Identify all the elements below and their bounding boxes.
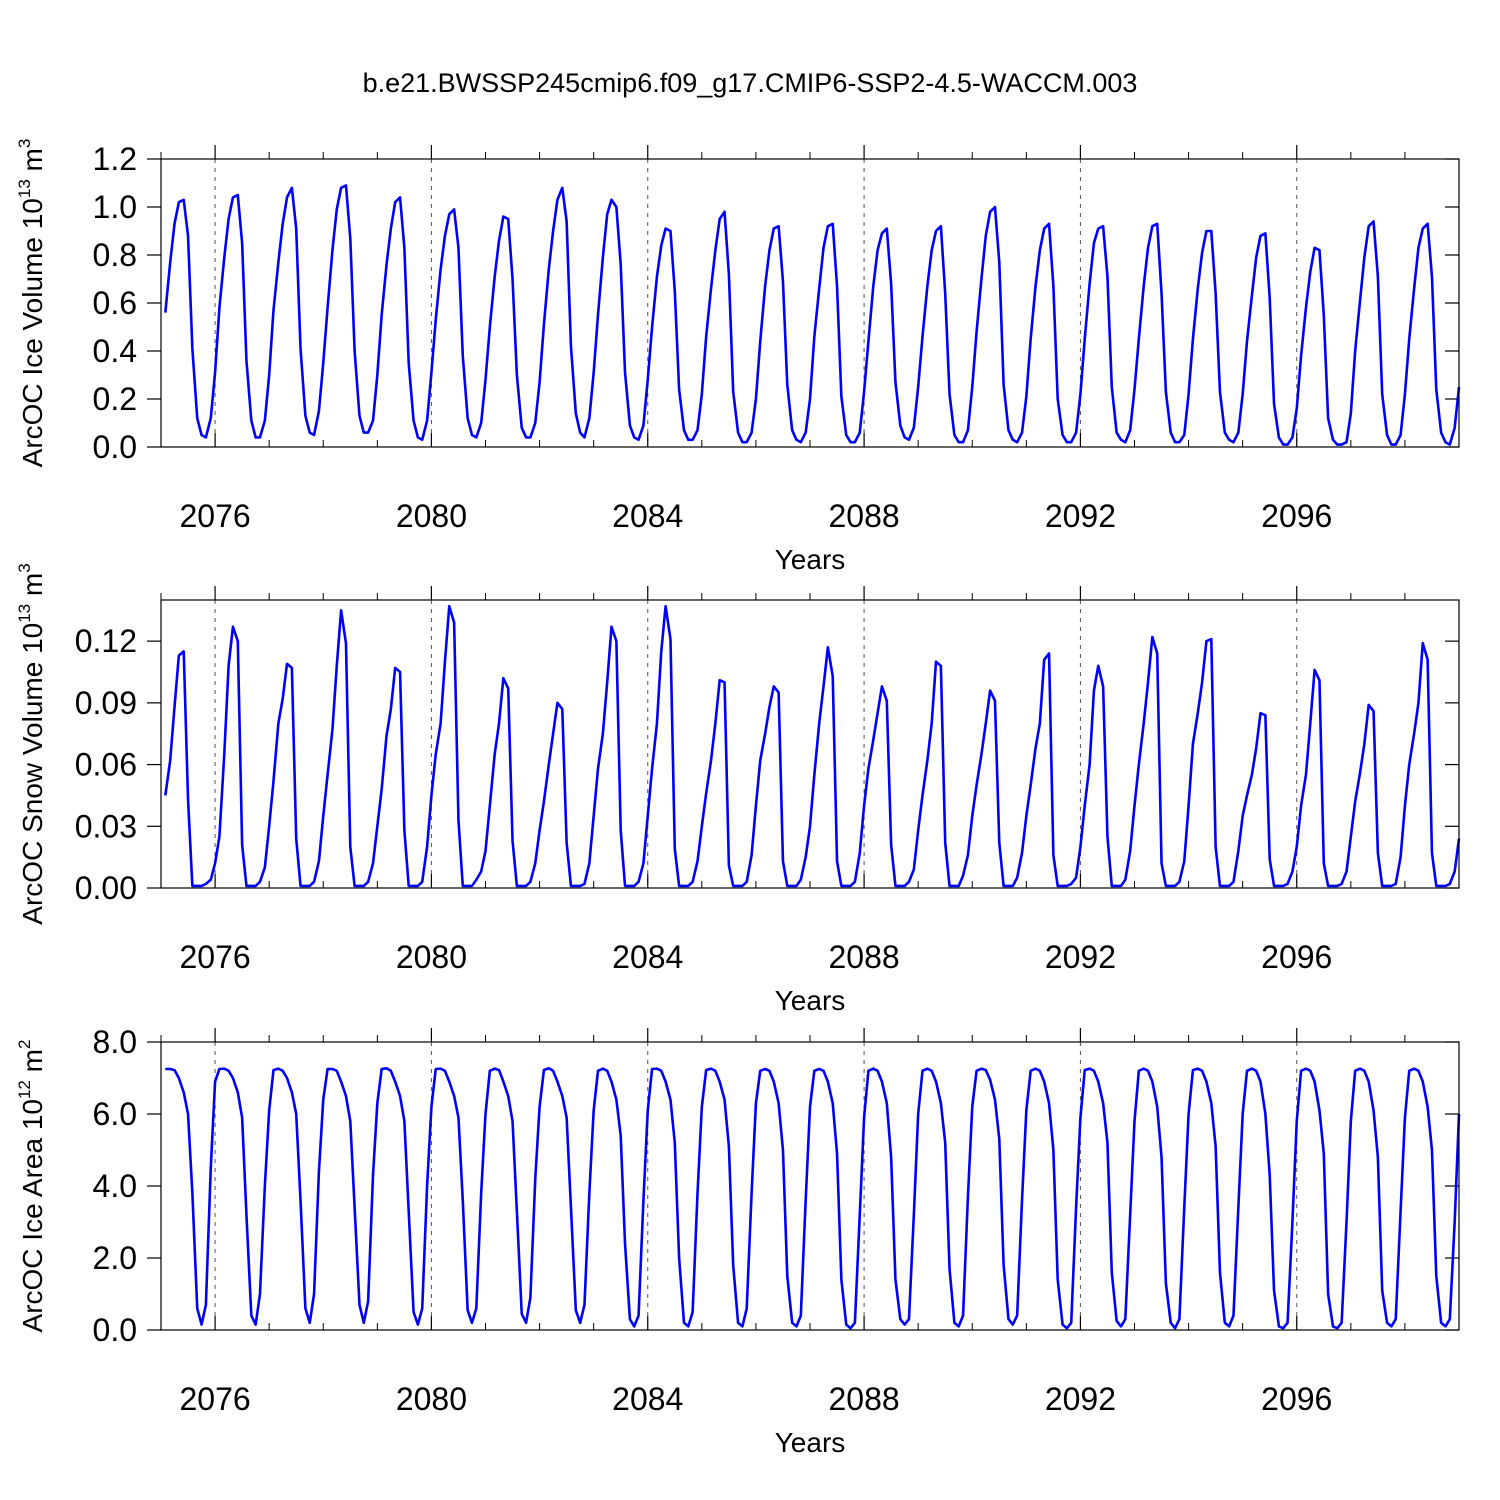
y-axis-label-sup: 12 [15, 1080, 34, 1099]
y-tick-label: 0.03 [75, 808, 137, 844]
y-axis-label-sup: 3 [15, 563, 34, 572]
y-tick-label: 8.0 [93, 1024, 137, 1060]
x-tick-label: 2080 [396, 939, 467, 975]
x-tick-label: 2076 [179, 939, 250, 975]
y-axis-label-sup: 13 [15, 604, 34, 623]
x-tick-label: 2092 [1045, 939, 1116, 975]
y-tick-label: 0.00 [75, 870, 137, 906]
x-tick-label: 2076 [179, 498, 250, 534]
y-tick-label: 1.0 [93, 189, 137, 225]
x-tick-label: 2080 [396, 1381, 467, 1417]
data-line [164, 184, 1461, 446]
x-tick-label: 2084 [612, 498, 683, 534]
x-tick-label: 2088 [828, 498, 899, 534]
y-axis-label-part: m [17, 1049, 48, 1080]
y-axis-label-part: ArcOC Ice Volume 10 [17, 198, 48, 467]
y-tick-label: 2.0 [93, 1240, 137, 1276]
y-axis-label-part: m [17, 573, 48, 604]
y-tick-label: 0.4 [93, 333, 137, 369]
x-tick-label: 2096 [1261, 939, 1332, 975]
x-tick-label: 2092 [1045, 1381, 1116, 1417]
x-tick-label: 2096 [1261, 498, 1332, 534]
x-axis-label: Years [775, 544, 846, 575]
y-axis-label-sup: 3 [15, 139, 34, 148]
x-tick-label: 2076 [179, 1381, 250, 1417]
y-tick-label: 0.09 [75, 685, 137, 721]
x-axis-label: Years [775, 985, 846, 1016]
y-tick-label: 4.0 [93, 1168, 137, 1204]
y-tick-label: 0.2 [93, 381, 137, 417]
y-axis-label-sup: 13 [15, 179, 34, 198]
y-axis-label: ArcOC Ice Area 1012 m2 [15, 1040, 48, 1333]
data-line [165, 1066, 1461, 1330]
y-tick-label: 6.0 [93, 1096, 137, 1132]
x-tick-label: 2084 [612, 939, 683, 975]
plot-frame [160, 158, 1460, 448]
y-tick-label: 0.8 [93, 237, 137, 273]
x-tick-label: 2096 [1261, 1381, 1332, 1417]
y-tick-label: 1.2 [93, 141, 137, 177]
y-tick-label: 0.06 [75, 747, 137, 783]
y-axis-label-part: ArcOC Snow Volume 10 [17, 623, 48, 925]
x-tick-label: 2088 [828, 1381, 899, 1417]
data-line [164, 604, 1461, 888]
plot-frame [160, 1041, 1460, 1331]
y-axis-label: ArcOC Snow Volume 1013 m3 [15, 563, 48, 924]
x-tick-label: 2088 [828, 939, 899, 975]
x-tick-label: 2084 [612, 1381, 683, 1417]
y-axis-label: ArcOC Ice Volume 1013 m3 [15, 139, 48, 468]
y-tick-label: 0.0 [93, 1312, 137, 1348]
x-axis-label: Years [775, 1427, 846, 1458]
chart-title: b.e21.BWSSP245cmip6.f09_g17.CMIP6-SSP2-4… [363, 68, 1138, 98]
x-tick-label: 2080 [396, 498, 467, 534]
x-tick-label: 2092 [1045, 498, 1116, 534]
y-axis-label-sup: 2 [15, 1040, 34, 1049]
plot-frame [160, 599, 1460, 889]
y-axis-label-part: m [17, 148, 48, 179]
y-tick-label: 0.6 [93, 285, 137, 321]
y-tick-label: 0.0 [93, 429, 137, 465]
y-axis-label-part: ArcOC Ice Area 10 [17, 1099, 48, 1332]
y-tick-label: 0.12 [75, 623, 137, 659]
